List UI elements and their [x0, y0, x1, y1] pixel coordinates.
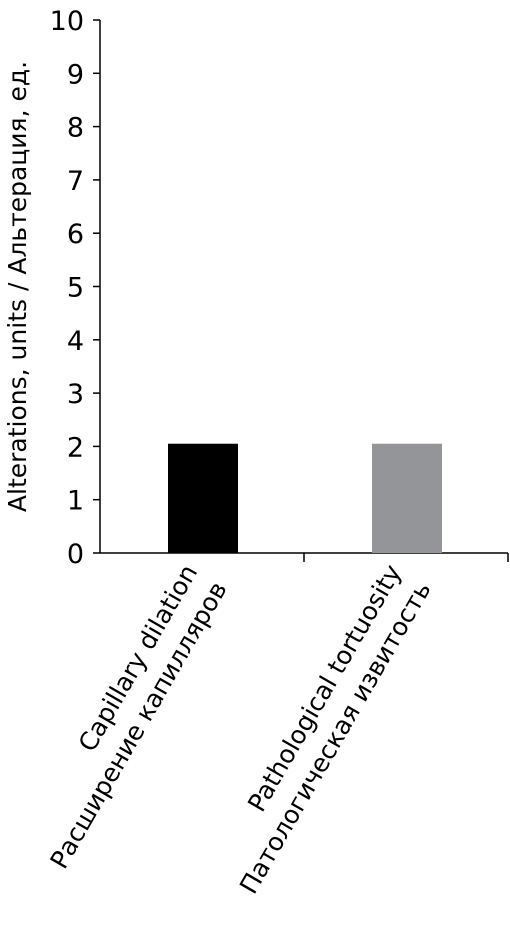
y-tick-label: 1: [67, 486, 84, 517]
y-tick-label: 5: [67, 273, 84, 304]
x-axis: [100, 552, 509, 562]
y-tick-label: 9: [67, 59, 84, 90]
y-axis: 0 1 2 3 4 5 6 7 8 9 10: [50, 6, 101, 570]
y-tick-label: 8: [67, 113, 84, 144]
y-axis-title: Alterations, units / Альтерация, ед.: [3, 61, 32, 512]
bar: [168, 443, 238, 553]
category-label-line: Расширение капилляров: [44, 577, 232, 874]
y-tick-label: 0: [67, 539, 84, 570]
bars: [168, 443, 442, 553]
y-tick-label: 7: [67, 166, 84, 197]
y-tick-label: 6: [67, 219, 84, 250]
y-tick-label: 4: [67, 326, 84, 357]
y-tick-label: 10: [50, 6, 84, 37]
y-tick-label: 2: [67, 432, 84, 463]
y-tick-label: 3: [67, 379, 84, 410]
category-label-line: Патологическая извитость: [234, 577, 437, 899]
bar: [372, 443, 442, 553]
